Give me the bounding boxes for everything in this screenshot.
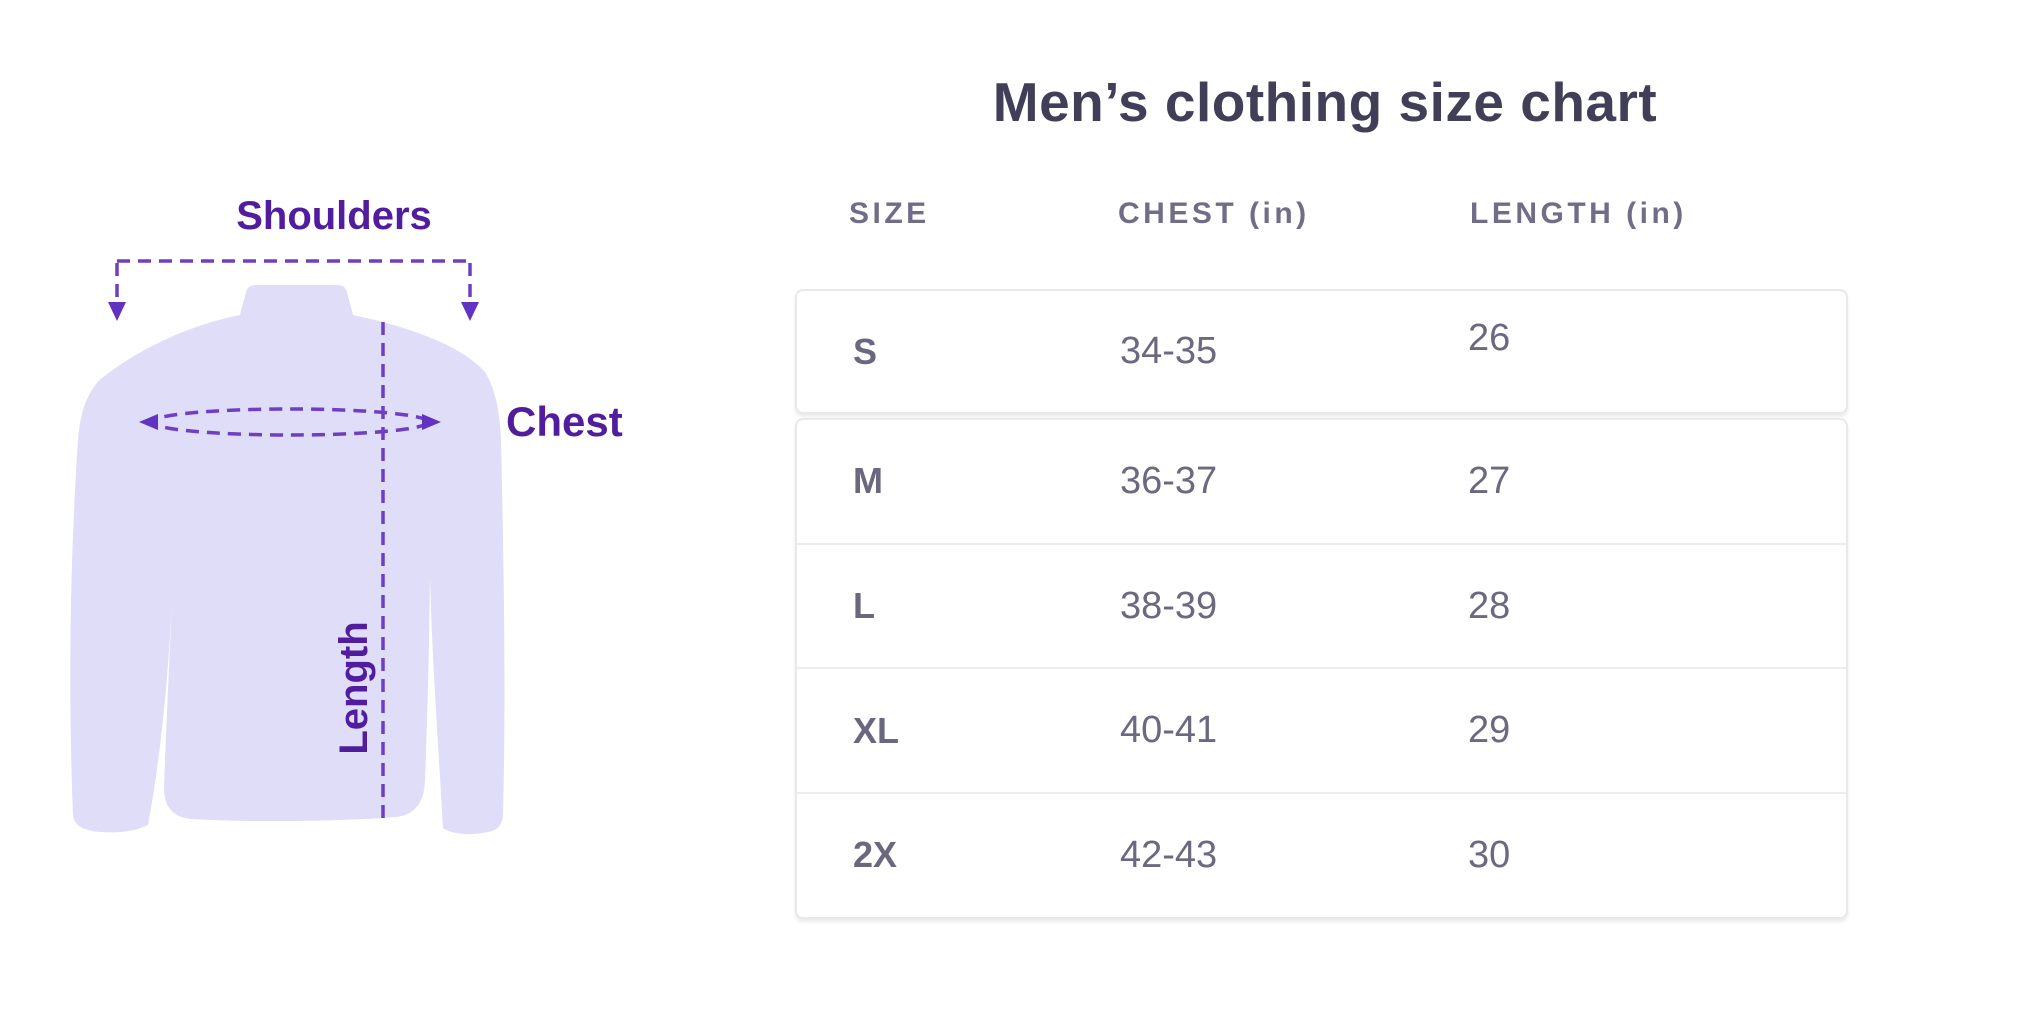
length-cell: 27 (1468, 459, 1511, 502)
length-cell: 26 (1468, 317, 1511, 359)
size-cell: L (853, 585, 875, 627)
table-row-2x: 2X 42-43 30 (797, 792, 1846, 917)
page-title: Men’s clothing size chart (992, 71, 1658, 133)
chest-cell: 36-37 (1120, 459, 1218, 502)
table-row-m: M 36-37 27 (797, 420, 1846, 543)
size-cell: 2X (853, 834, 898, 876)
chest-cell: 42-43 (1120, 833, 1218, 876)
table-row-xl: XL 40-41 29 (797, 667, 1846, 792)
column-header-length: LENGTH (in) (1470, 197, 1687, 230)
length-cell: 30 (1468, 833, 1511, 876)
column-header-chest: CHEST (in) (1118, 197, 1310, 230)
length-cell: 29 (1468, 709, 1511, 752)
size-cell: XL (853, 709, 900, 751)
length-label: Length (332, 621, 376, 755)
length-cell: 28 (1468, 584, 1511, 627)
chest-label: Chest (506, 398, 623, 445)
table-row-s: S 34-35 26 (797, 291, 1846, 412)
chest-cell: 38-39 (1120, 584, 1218, 627)
shirt-silhouette (70, 285, 505, 835)
size-table-group-bottom: M 36-37 27 L 38-39 28 XL 40-41 29 2X 42-… (795, 418, 1848, 919)
table-row-l: L 38-39 28 (797, 542, 1846, 668)
chest-cell: 34-35 (1120, 330, 1218, 372)
shoulders-label: Shoulders (236, 194, 432, 238)
chest-cell: 40-41 (1120, 709, 1218, 752)
size-table-group-top: S 34-35 26 (795, 289, 1848, 414)
size-cell: S (853, 330, 878, 372)
size-cell: M (853, 460, 883, 502)
shirt-illustration (70, 285, 505, 835)
column-header-size: SIZE (849, 197, 930, 230)
